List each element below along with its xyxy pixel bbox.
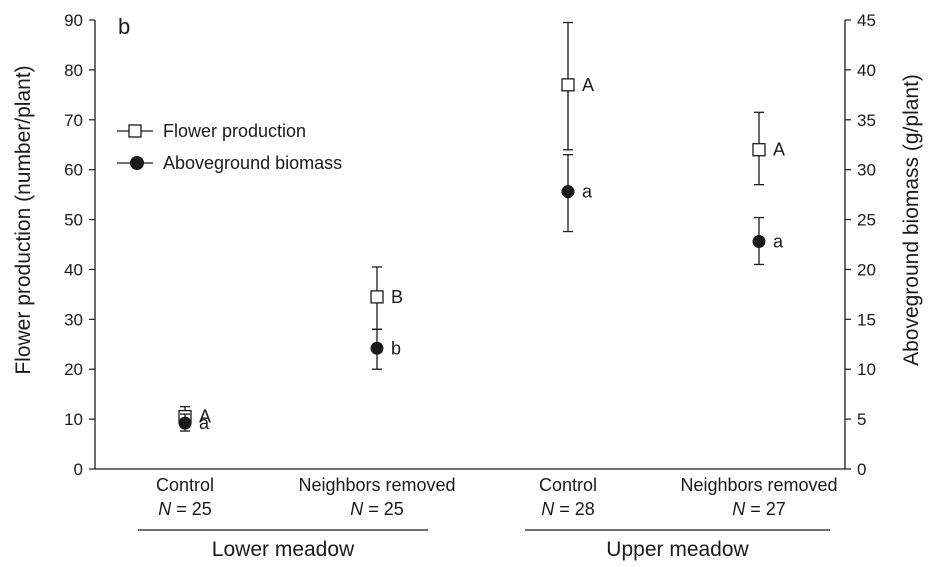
n-value: = 28 [554,499,595,519]
category-n-label: N = 25 [158,499,212,519]
aboveground-biomass-point [561,185,575,199]
y-axis-left-title: Flower production (number/plant) [12,65,35,374]
y-left-tick-label: 30 [64,310,83,329]
y-right-tick-label: 20 [857,260,876,279]
legend-square-icon [128,124,142,138]
axes: 0 10 20 30 40 50 60 70 80 90 0 5 10 15 20 25 30 35 40 45 [64,11,876,479]
y-left-tick-label: 10 [64,410,83,429]
y-right-tick-label: 25 [857,211,876,230]
category-n-label: N = 25 [350,499,404,519]
significance-letter: A [582,75,594,95]
y-right-tick-label: 35 [857,111,876,130]
n-value: = 25 [363,499,404,519]
panel-label: b [118,14,130,39]
aboveground-biomass-point [178,416,192,430]
y-right-tick-label: 30 [857,161,876,180]
significance-letter: b [391,338,401,358]
category-n-label: N = 28 [541,499,595,519]
y-right-tick-label: 0 [857,460,866,479]
y-right-tick-label: 5 [857,410,866,429]
category-label: Neighbors removed [680,475,837,495]
group-label: Lower meadow [212,538,355,561]
y-right-tick-label: 45 [857,11,876,30]
n-symbol: N [732,499,746,519]
n-symbol: N [541,499,555,519]
data-marks: A B A Aa b a a [178,21,785,433]
y-left-tick-label: 60 [64,161,83,180]
group-labels: Lower meadow Upper meadow [138,529,830,561]
y-left-tick-label: 80 [64,61,83,80]
y-left-tick-label: 40 [64,260,83,279]
legend: Flower production Aboveground biomass [117,121,342,173]
y-left-tick-label: 50 [64,211,83,230]
significance-letter: a [199,413,210,433]
n-symbol: N [158,499,172,519]
significance-letter: B [391,287,403,307]
significance-letter: A [773,140,785,160]
y-left-tick-label: 0 [74,460,83,479]
legend-label: Aboveground biomass [163,153,342,173]
category-label: Control [539,475,597,495]
flower-production-point [561,78,575,92]
y-left-tick-label: 90 [64,11,83,30]
n-value: = 25 [171,499,212,519]
flower-production-point [370,290,384,304]
y-left-tick-label: 20 [64,360,83,379]
n-symbol: N [350,499,364,519]
y-right-tick-label: 15 [857,310,876,329]
y-left-tick-label: 70 [64,111,83,130]
aboveground-biomass-point [370,341,384,355]
significance-letter: a [582,182,593,202]
significance-letter: A [199,407,211,427]
category-label: Neighbors removed [298,475,455,495]
y-right-tick-label: 40 [857,61,876,80]
legend-label: Flower production [163,121,306,141]
significance-letter: a [773,232,784,252]
category-labels: Control N = 25 Neighbors removed N = 25 Cont… [156,475,838,519]
y-right-tick-label: 10 [857,360,876,379]
category-label: Control [156,475,214,495]
category-n-label: N = 27 [732,499,786,519]
flower-production-point [752,143,766,157]
n-value: = 27 [745,499,786,519]
group-label: Upper meadow [606,538,749,561]
y-axis-right-title: Aboveground biomass (g/plant) [900,74,923,366]
legend-circle-icon [130,156,144,170]
aboveground-biomass-point [752,235,766,249]
axis-frame [94,20,846,470]
